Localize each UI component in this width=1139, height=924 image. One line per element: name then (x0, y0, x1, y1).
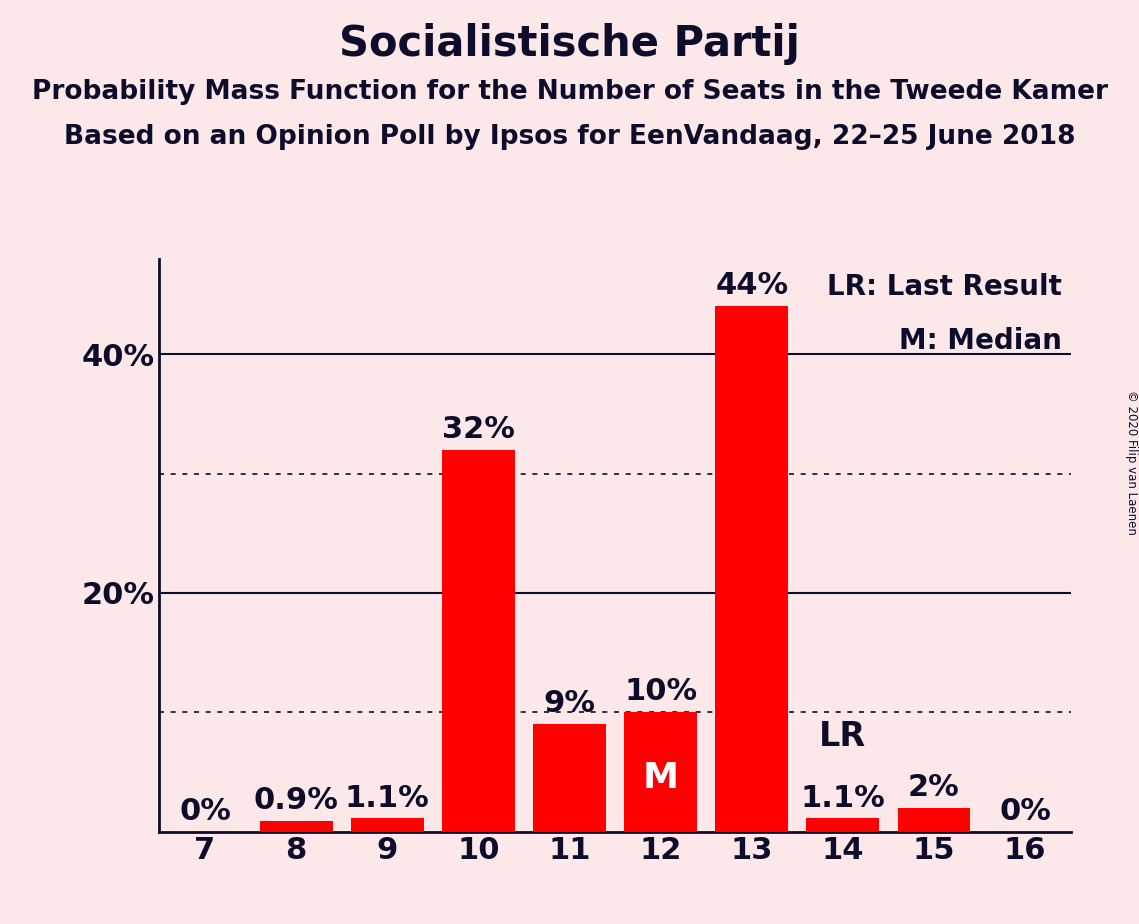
Bar (533, 724, 606, 832)
Text: 1.1%: 1.1% (345, 784, 429, 812)
Text: 10%: 10% (624, 677, 697, 706)
Bar (715, 307, 788, 832)
Bar (806, 819, 879, 832)
Text: M: M (642, 760, 679, 795)
Text: 9%: 9% (543, 689, 596, 718)
Bar (898, 808, 970, 832)
Text: LR: Last Result: LR: Last Result (827, 274, 1062, 301)
Text: © 2020 Filip van Laenen: © 2020 Filip van Laenen (1124, 390, 1138, 534)
Text: LR: LR (819, 720, 867, 753)
Text: Socialistische Partij: Socialistische Partij (339, 23, 800, 65)
Bar (442, 450, 515, 832)
Text: 1.1%: 1.1% (801, 784, 885, 812)
Bar (260, 821, 333, 832)
Text: 0.9%: 0.9% (254, 786, 338, 815)
Text: 2%: 2% (908, 772, 960, 802)
Bar (624, 712, 697, 832)
Text: 44%: 44% (715, 272, 788, 300)
Bar (351, 819, 424, 832)
Text: 0%: 0% (179, 796, 231, 826)
Text: 32%: 32% (442, 415, 515, 444)
Text: M: Median: M: Median (899, 327, 1062, 356)
Text: 0%: 0% (999, 796, 1051, 826)
Text: Probability Mass Function for the Number of Seats in the Tweede Kamer: Probability Mass Function for the Number… (32, 79, 1107, 104)
Text: Based on an Opinion Poll by Ipsos for EenVandaag, 22–25 June 2018: Based on an Opinion Poll by Ipsos for Ee… (64, 124, 1075, 150)
